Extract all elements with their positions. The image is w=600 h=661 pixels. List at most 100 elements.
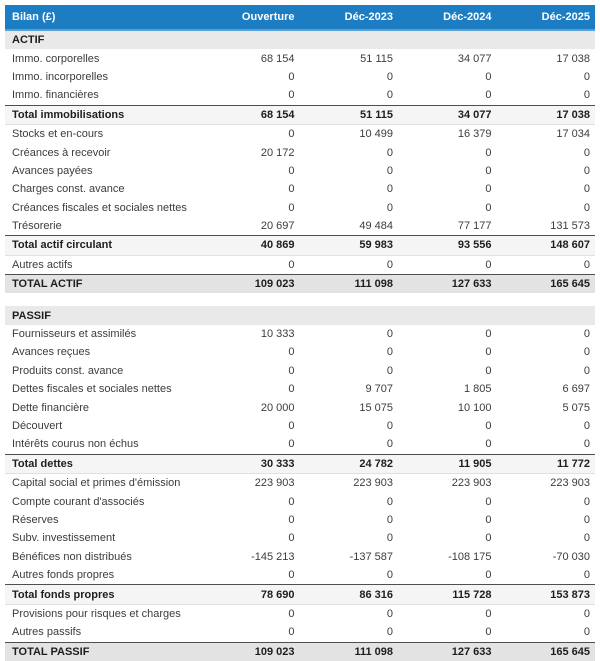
row-label: Compte courant d'associés — [12, 495, 145, 508]
cell-value — [201, 306, 300, 325]
cell-value: 223 903 — [550, 477, 590, 490]
subtotal-row: Total dettes 30 333 24 782 11 905 11 772 — [5, 453, 595, 474]
table-row: Avances payées 0 0 0 0 — [5, 162, 595, 180]
cell-value — [299, 306, 398, 325]
cell-value: 111 098 — [299, 641, 398, 661]
cell-value: 0 — [485, 328, 492, 341]
cell-value: 0 — [386, 532, 393, 545]
table-row: Créances à recevoir 20 172 0 0 0 — [5, 143, 595, 161]
cell-value — [496, 293, 595, 307]
cell-value: 0 — [583, 70, 590, 83]
cell-value: 93 556 — [398, 235, 497, 256]
cell-value: 0 — [288, 420, 295, 432]
cell-value: 115 728 — [398, 584, 497, 605]
cell-value — [496, 30, 595, 50]
table-row: Produits const. avance 0 0 0 0 — [5, 362, 595, 380]
row-label: Intérêts courus non échus — [12, 438, 139, 451]
cell-value: 0 — [288, 164, 295, 177]
table-row: Immo. corporelles 68 154 51 115 34 077 17 03… — [5, 49, 595, 67]
row-label: Stocks et en-cours — [12, 128, 104, 141]
cell-value: 0 — [288, 607, 295, 620]
cell-value: 0 — [583, 164, 590, 177]
cell-value: 49 484 — [359, 220, 393, 233]
column-header-ouverture: Ouverture — [201, 5, 300, 31]
cell-value: 0 — [288, 495, 295, 508]
cell-value: 0 — [583, 364, 590, 377]
cell-value: 10 333 — [260, 328, 295, 341]
row-label — [5, 293, 201, 307]
cell-value: 153 873 — [496, 584, 595, 605]
table-row: Réserves 0 0 0 0 — [5, 511, 595, 529]
cell-value: 0 — [288, 183, 295, 196]
total-row: TOTAL ACTIF 109 023 111 098 127 633 165 645 — [5, 274, 595, 294]
cell-value: 10 100 — [457, 401, 492, 414]
balance-table: Bilan (£) Ouverture Déc-2023 Déc-2024 Dé… — [5, 5, 595, 661]
cell-value — [398, 306, 497, 325]
cell-value: 1 805 — [463, 383, 492, 396]
cell-value: 0 — [386, 626, 393, 639]
cell-value: 0 — [288, 383, 295, 396]
cell-value: 111 098 — [299, 274, 398, 294]
subtotal-row: Total fonds propres 78 690 86 316 115 728 15… — [5, 584, 595, 605]
table-row: Intérêts courus non échus 0 0 0 0 — [5, 435, 595, 454]
section-header-row: PASSIF — [5, 306, 595, 325]
table-row: Autres passifs 0 0 0 0 — [5, 623, 595, 642]
cell-value: 0 — [386, 607, 393, 620]
cell-value: 0 — [583, 146, 590, 159]
cell-value: 148 607 — [496, 235, 595, 256]
cell-value: 20 000 — [260, 401, 295, 414]
cell-value: 0 — [386, 346, 393, 359]
cell-value: 0 — [386, 495, 393, 508]
cell-value: 11 905 — [398, 453, 497, 474]
table-row: Immo. financières 0 0 0 0 — [5, 86, 595, 105]
cell-value — [398, 293, 497, 307]
cell-value: 223 903 — [353, 477, 393, 490]
cell-value: 0 — [386, 420, 393, 432]
cell-value: 0 — [288, 201, 295, 214]
cell-value: 0 — [485, 201, 492, 214]
cell-value: 0 — [583, 328, 590, 341]
table-row: Trésorerie 20 697 49 484 77 177 131 573 — [5, 217, 595, 236]
cell-value — [201, 293, 300, 307]
row-label: Provisions pour risques et charges — [12, 607, 181, 620]
subtotal-row: Total actif circulant 40 869 59 983 93 556 1… — [5, 235, 595, 256]
column-header-dec-2025: Déc-2025 — [496, 5, 595, 31]
cell-value: 0 — [288, 128, 295, 141]
table-row: Dette financière 20 000 15 075 10 100 5 075 — [5, 398, 595, 416]
cell-value: 109 023 — [201, 274, 300, 294]
row-label: Bénéfices non distribués — [12, 550, 132, 563]
cell-value: 0 — [583, 569, 590, 582]
cell-value: 77 177 — [457, 220, 492, 233]
cell-value: 0 — [288, 258, 295, 271]
cell-value: 9 707 — [365, 383, 393, 396]
spacer-row — [5, 293, 595, 307]
cell-value — [299, 293, 398, 307]
cell-value — [299, 30, 398, 50]
cell-value: 0 — [485, 258, 492, 271]
cell-value: 0 — [288, 89, 295, 102]
table-row: Autres fonds propres 0 0 0 0 — [5, 566, 595, 585]
cell-value: 0 — [386, 146, 393, 159]
cell-value: 0 — [583, 258, 590, 271]
cell-value — [496, 306, 595, 325]
cell-value: 0 — [485, 438, 492, 451]
row-label: Total dettes — [5, 453, 201, 474]
row-label: Avances payées — [12, 164, 93, 177]
cell-value: 0 — [583, 626, 590, 639]
cell-value: -137 587 — [349, 550, 393, 563]
column-header-dec-2024: Déc-2024 — [398, 5, 497, 31]
cell-value: 0 — [386, 513, 393, 526]
row-label: Total fonds propres — [5, 584, 201, 605]
row-label: Total actif circulant — [5, 235, 201, 256]
cell-value: 6 697 — [562, 383, 590, 396]
cell-value: 34 077 — [398, 104, 497, 125]
row-label: Créances à recevoir — [12, 146, 111, 159]
balance-sheet-table: Bilan (£) Ouverture Déc-2023 Déc-2024 Dé… — [5, 5, 595, 661]
cell-value: 165 645 — [496, 641, 595, 661]
row-label: Capital social et primes d'émission — [12, 477, 181, 490]
cell-value: 78 690 — [201, 584, 300, 605]
cell-value — [201, 30, 300, 50]
table-row: Dettes fiscales et sociales nettes 0 9 707… — [5, 380, 595, 398]
row-label: Immo. financières — [12, 89, 99, 102]
cell-value: 68 154 — [201, 104, 300, 125]
